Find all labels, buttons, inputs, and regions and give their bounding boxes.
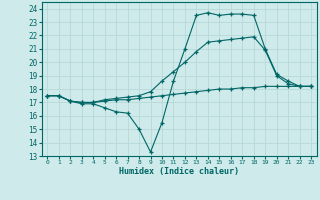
X-axis label: Humidex (Indice chaleur): Humidex (Indice chaleur) — [119, 167, 239, 176]
